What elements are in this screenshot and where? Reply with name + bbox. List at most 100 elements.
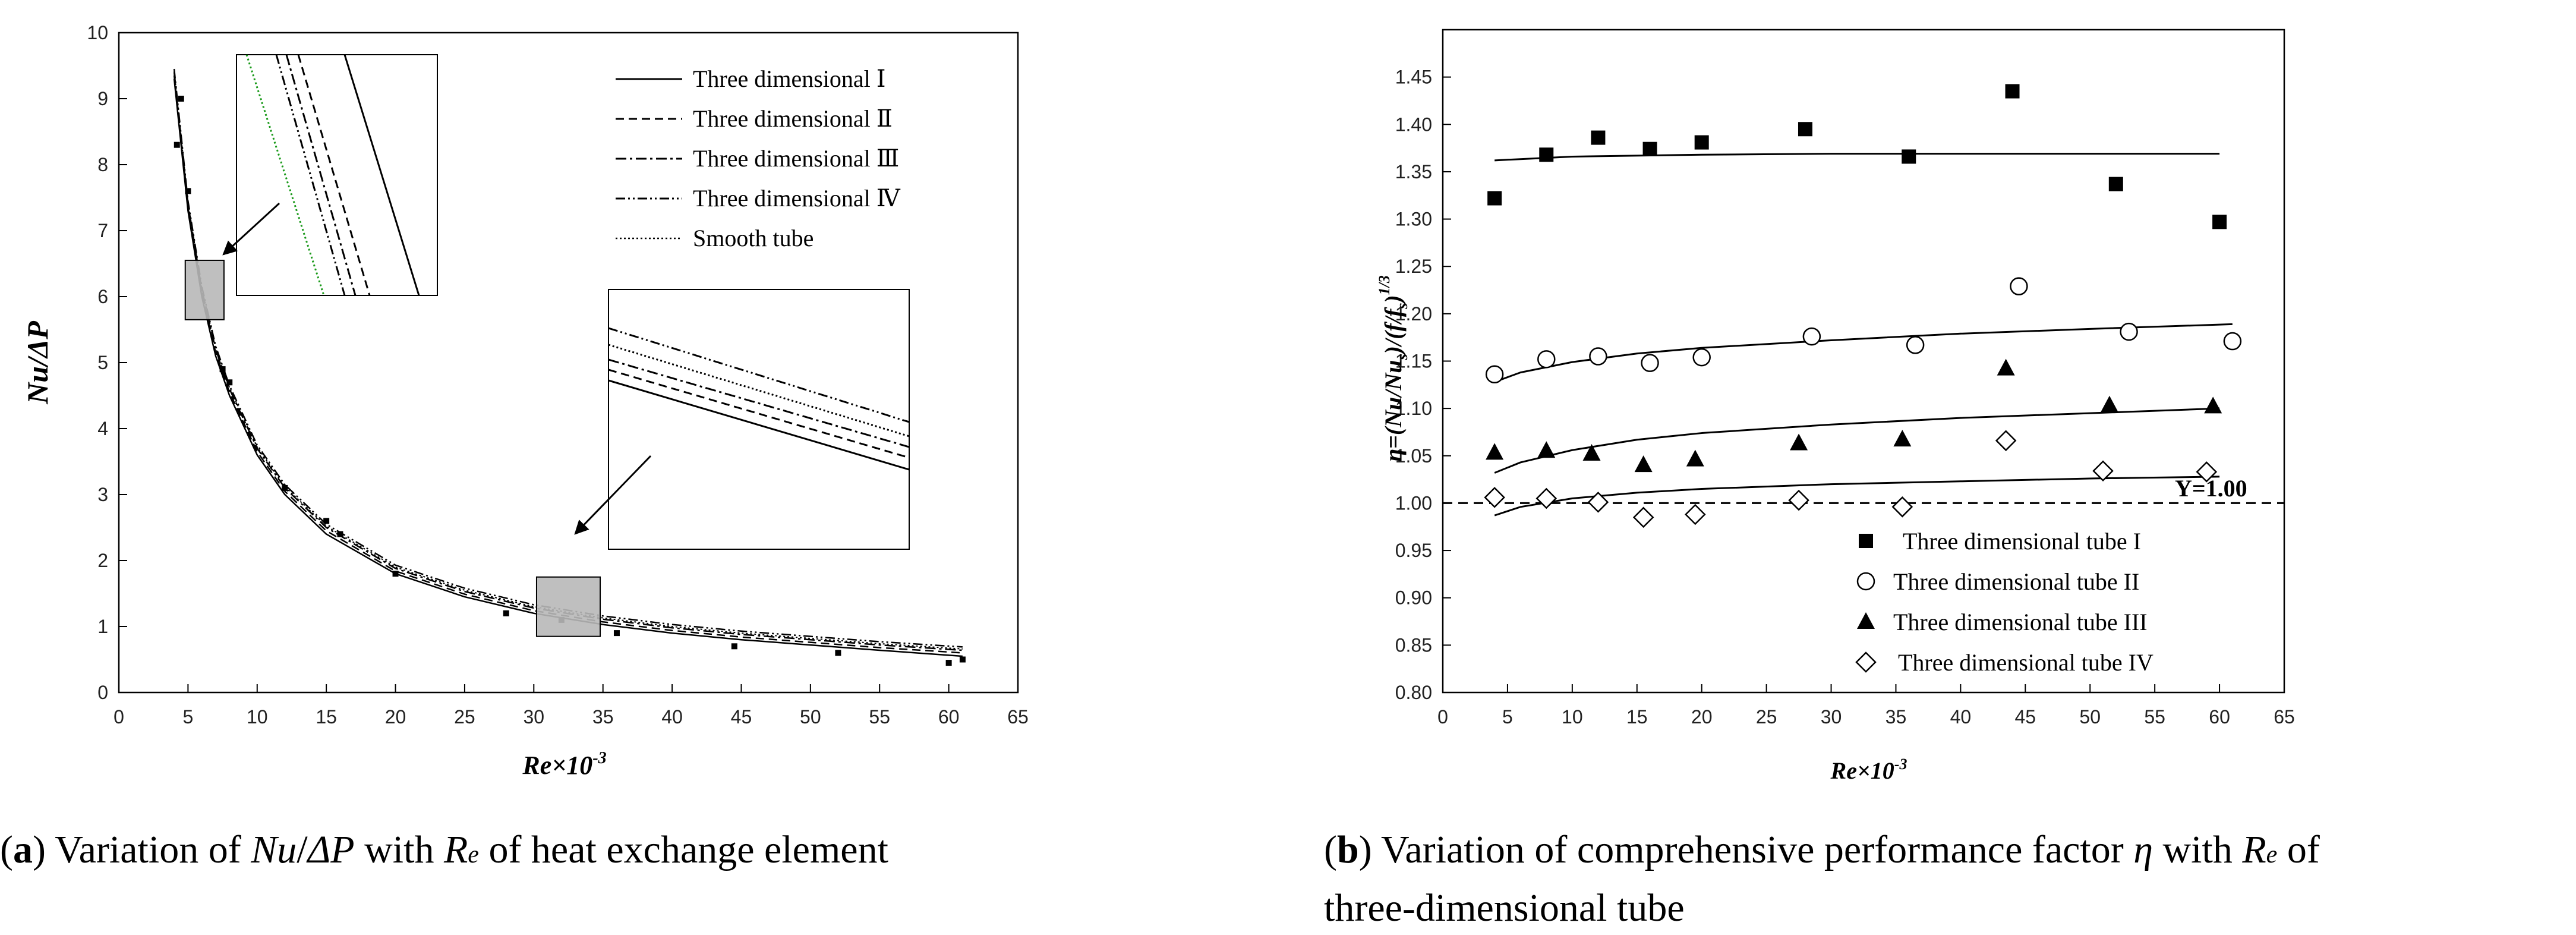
- x-tick-label: 10: [1562, 706, 1583, 728]
- x-tick-label: 60: [938, 706, 960, 728]
- x-tick-label: 25: [454, 706, 475, 728]
- panel-b-data-points: [1484, 84, 2242, 528]
- data-point: [1632, 506, 1654, 528]
- data-point: [2204, 396, 2222, 414]
- data-point: [1790, 433, 1808, 451]
- x-tick-label: 60: [2209, 706, 2230, 728]
- y-tick-label: 1.15: [1395, 351, 1432, 372]
- x-tick-label: 10: [247, 706, 268, 728]
- panel-b: 0 5 10 15 20 25 30 35 40 45 50 55 60 65 0.80 0.85 0.90 0.…: [1376, 29, 2295, 784]
- data-point: [323, 518, 330, 524]
- legend-label: Three dimensional tube III: [1893, 609, 2148, 635]
- data-point: [1798, 122, 1812, 137]
- x-tick-label: 0: [1437, 706, 1448, 728]
- data-point: [1484, 487, 1505, 508]
- data-point: [959, 656, 966, 663]
- x-tick-label: 55: [2144, 706, 2165, 728]
- data-point: [1893, 430, 1912, 447]
- legend-label: Three dimensional Ⅱ: [693, 105, 893, 132]
- data-point: [503, 610, 509, 616]
- x-tick-label: 35: [1886, 706, 1907, 728]
- panel-b-y-axis-label: η=(Nu/Nus)/(f/fs)1/3: [1376, 275, 1411, 462]
- x-tick-label: 40: [1950, 706, 1972, 728]
- panel-b-caption: (b) Variation of comprehensive performan…: [1324, 828, 2320, 930]
- x-tick-label: 45: [731, 706, 752, 728]
- y-tick-label: 2: [97, 550, 108, 571]
- x-tick-label: 25: [1756, 706, 1777, 728]
- data-point: [185, 188, 191, 194]
- legend-entry-3d-2: Three dimensional Ⅱ: [616, 105, 893, 132]
- data-point: [613, 630, 620, 637]
- data-point: [2100, 395, 2118, 413]
- legend-entry-tube-2: Three dimensional tube II: [1856, 568, 2139, 595]
- x-tick-label: 50: [2079, 706, 2101, 728]
- fit-curve: [1494, 323, 2233, 383]
- y-tick-label: 5: [97, 352, 108, 373]
- data-point: [1587, 492, 1609, 513]
- data-point: [2108, 177, 2123, 191]
- y-tick-label: 8: [97, 154, 108, 175]
- legend-entry-tube-3: Three dimensional tube III: [1857, 609, 2148, 635]
- data-point: [1535, 487, 1557, 509]
- y-tick-label: 1.20: [1395, 303, 1432, 325]
- data-point: [226, 379, 233, 386]
- legend-label: Three dimensional Ⅳ: [693, 185, 901, 212]
- data-point: [2092, 460, 2114, 482]
- y-tick-label: 1: [97, 616, 108, 637]
- zoom-region-box: [535, 576, 601, 637]
- legend-label: Three dimensional tube IV: [1898, 649, 2154, 676]
- data-point: [1802, 327, 1821, 346]
- panel-a-inset-right: [608, 289, 910, 550]
- data-point: [1788, 489, 1809, 511]
- data-point: [337, 531, 343, 537]
- panel-b-fit-curves: [1494, 153, 2233, 517]
- x-tick-label: 50: [800, 706, 821, 728]
- x-tick-label: 20: [385, 706, 406, 728]
- data-point: [1582, 444, 1601, 461]
- data-point: [1891, 496, 1913, 518]
- data-point: [178, 96, 184, 102]
- x-tick-label: 0: [113, 706, 124, 728]
- fit-curve: [1494, 476, 2220, 517]
- y-tick-label: 7: [97, 220, 108, 241]
- panel-b-legend: Three dimensional tube I Three dimension…: [1855, 528, 2154, 676]
- x-tick-label: 65: [1007, 706, 1029, 728]
- panel-a-y-axis-label: Nu/ΔP: [21, 321, 54, 405]
- y-tick-label: 1.35: [1395, 161, 1432, 182]
- x-tick-label: 40: [661, 706, 683, 728]
- inset-line: [297, 55, 371, 295]
- y-tick-label: 1.45: [1395, 67, 1432, 88]
- data-point: [1906, 336, 1925, 354]
- data-point: [1486, 443, 1504, 460]
- data-point: [1685, 503, 1706, 525]
- y-tick-label: 0.95: [1395, 540, 1432, 561]
- legend-entry-3d-4: Three dimensional Ⅳ: [616, 185, 901, 212]
- data-point: [392, 571, 399, 577]
- panel-b-reference-label: Y=1.00: [2175, 475, 2247, 502]
- x-tick-label: 5: [1502, 706, 1513, 728]
- y-tick-label: 0: [97, 682, 108, 703]
- fit-curve: [1494, 153, 2220, 162]
- x-tick-label: 45: [2015, 706, 2036, 728]
- x-tick-label: 30: [524, 706, 545, 728]
- data-point: [1485, 365, 1504, 384]
- legend-entry-smooth: Smooth tube: [616, 225, 814, 251]
- data-point: [2120, 322, 2138, 341]
- data-point: [731, 643, 737, 650]
- zoom-region-box: [184, 259, 225, 320]
- fit-curve: [1494, 407, 2220, 474]
- data-point: [2010, 277, 2028, 295]
- x-tick-label: 35: [592, 706, 614, 728]
- data-point: [282, 484, 288, 491]
- inset-line: [608, 327, 909, 423]
- data-point: [219, 366, 226, 373]
- data-point: [1686, 449, 1704, 467]
- legend-label: Three dimensional Ⅰ: [693, 65, 886, 92]
- y-tick-label: 10: [87, 22, 108, 43]
- y-tick-label: 0.80: [1395, 682, 1432, 703]
- data-point: [1634, 455, 1653, 473]
- data-point: [1487, 191, 1502, 206]
